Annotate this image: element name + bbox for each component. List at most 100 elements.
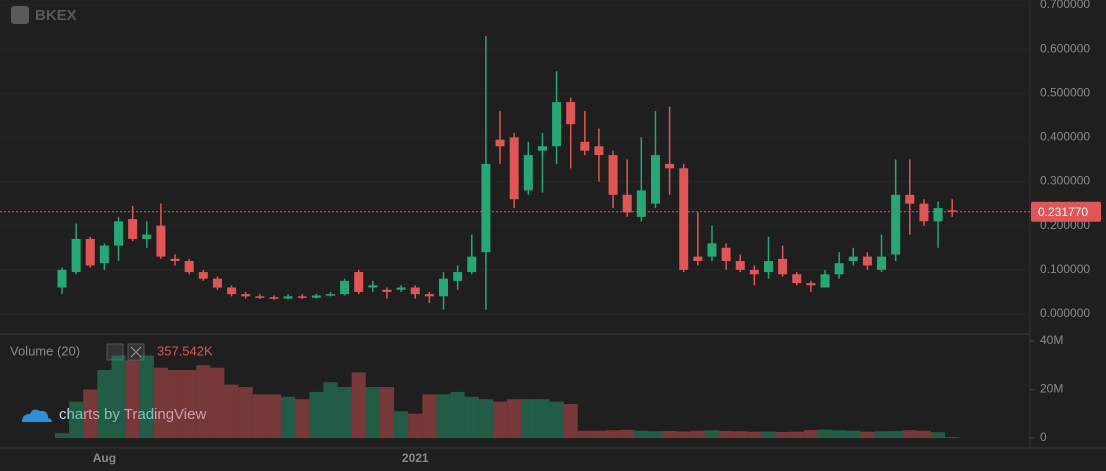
volume-bar xyxy=(337,387,352,439)
candle-body xyxy=(820,274,830,288)
volume-bar xyxy=(323,382,338,439)
volume-bar xyxy=(704,430,720,439)
candle-body xyxy=(198,272,208,279)
y-tick-label: 0.700000 xyxy=(1040,0,1090,11)
candle-body xyxy=(622,194,632,213)
volume-bar xyxy=(733,431,748,439)
candle-body xyxy=(523,155,533,191)
candle-body xyxy=(848,256,858,262)
attribution-text[interactable]: charts by TradingView xyxy=(59,406,206,423)
candle-body xyxy=(99,245,109,264)
candle-body xyxy=(580,141,590,151)
volume-bar xyxy=(563,404,578,439)
logo: BKEX xyxy=(11,6,77,24)
candle-body xyxy=(495,139,505,147)
candle-body xyxy=(410,287,420,295)
volume-legend: Volume (20) xyxy=(10,343,80,358)
volume-bar xyxy=(224,384,239,439)
volume-bar xyxy=(266,394,282,439)
volume-bar xyxy=(196,365,211,439)
volume-bar xyxy=(606,430,621,439)
candle-body xyxy=(552,102,562,147)
volume-bar xyxy=(789,431,804,439)
volume-bar xyxy=(408,413,423,439)
x-tick-label: Aug xyxy=(93,451,116,465)
volume-bar xyxy=(521,399,536,439)
y-tick-label: 0.600000 xyxy=(1040,41,1090,55)
y2-tick-label: 20M xyxy=(1040,382,1063,396)
candle-body xyxy=(834,263,844,275)
candle-body xyxy=(679,168,689,270)
candle-body xyxy=(792,274,802,284)
y-tick-label: 0.300000 xyxy=(1040,174,1090,188)
candle-body xyxy=(891,194,901,255)
volume-bar xyxy=(111,355,126,439)
candle-body xyxy=(862,256,872,266)
candle-body xyxy=(156,225,166,257)
x-tick-label: 2021 xyxy=(402,451,429,465)
candle-body xyxy=(453,272,463,281)
candle-body xyxy=(114,221,124,246)
candle-body xyxy=(255,296,265,298)
candle-body xyxy=(424,294,434,297)
volume-bar xyxy=(153,367,168,439)
volume-bar xyxy=(676,431,691,439)
volume-bar xyxy=(874,431,889,439)
volume-bar xyxy=(54,433,70,439)
volume-bar xyxy=(182,370,197,439)
volume-bar xyxy=(930,432,946,439)
candle-body xyxy=(241,294,251,297)
volume-bar xyxy=(295,399,310,439)
candle-body xyxy=(806,283,816,286)
candle-body xyxy=(340,280,350,295)
last-price-label: 0.231770 xyxy=(1038,205,1088,219)
candle-body xyxy=(354,272,364,292)
candle-body xyxy=(764,261,773,273)
candle-body xyxy=(368,285,378,288)
candle-body xyxy=(297,296,307,298)
candle-body xyxy=(325,294,335,296)
volume-bar xyxy=(210,367,225,439)
tradingview-icon xyxy=(22,409,52,422)
volume-bar xyxy=(902,430,917,439)
candle-body xyxy=(509,137,519,200)
settings-button[interactable] xyxy=(106,343,124,361)
volume-bar xyxy=(888,431,903,439)
candle-body xyxy=(735,261,745,270)
candle-body xyxy=(721,247,731,262)
candle-body xyxy=(311,295,321,298)
candle-body xyxy=(57,269,67,288)
candle-body xyxy=(693,256,703,262)
candle-body xyxy=(382,289,392,292)
y-tick-label: 0.400000 xyxy=(1040,130,1090,144)
volume-bar xyxy=(817,429,833,439)
last-price-box xyxy=(1031,201,1101,222)
volume-bar xyxy=(803,430,818,439)
candle-body xyxy=(919,203,929,222)
y2-tick-label: 40M xyxy=(1040,333,1063,347)
y-tick-label: 0.000000 xyxy=(1040,306,1090,320)
volume-bar xyxy=(620,429,635,439)
candle-body xyxy=(396,287,406,290)
candle-body xyxy=(142,234,152,239)
candle-body xyxy=(947,210,957,212)
candle-body xyxy=(749,269,759,275)
candle-body xyxy=(128,219,138,239)
volume-value: 357.542K xyxy=(157,343,213,358)
candle-body xyxy=(665,163,675,169)
candle-body xyxy=(439,278,449,297)
candle-body xyxy=(537,146,547,151)
volume-bar xyxy=(577,430,592,439)
volume-bar xyxy=(69,401,84,439)
candle-body xyxy=(608,155,618,195)
logo-icon xyxy=(11,6,29,24)
candle-body xyxy=(594,146,604,156)
candle-body xyxy=(636,190,646,217)
candle-body xyxy=(184,261,194,273)
attribution: charts by TradingView xyxy=(22,406,206,423)
volume-bar xyxy=(379,387,395,439)
volume-bar xyxy=(139,355,154,439)
